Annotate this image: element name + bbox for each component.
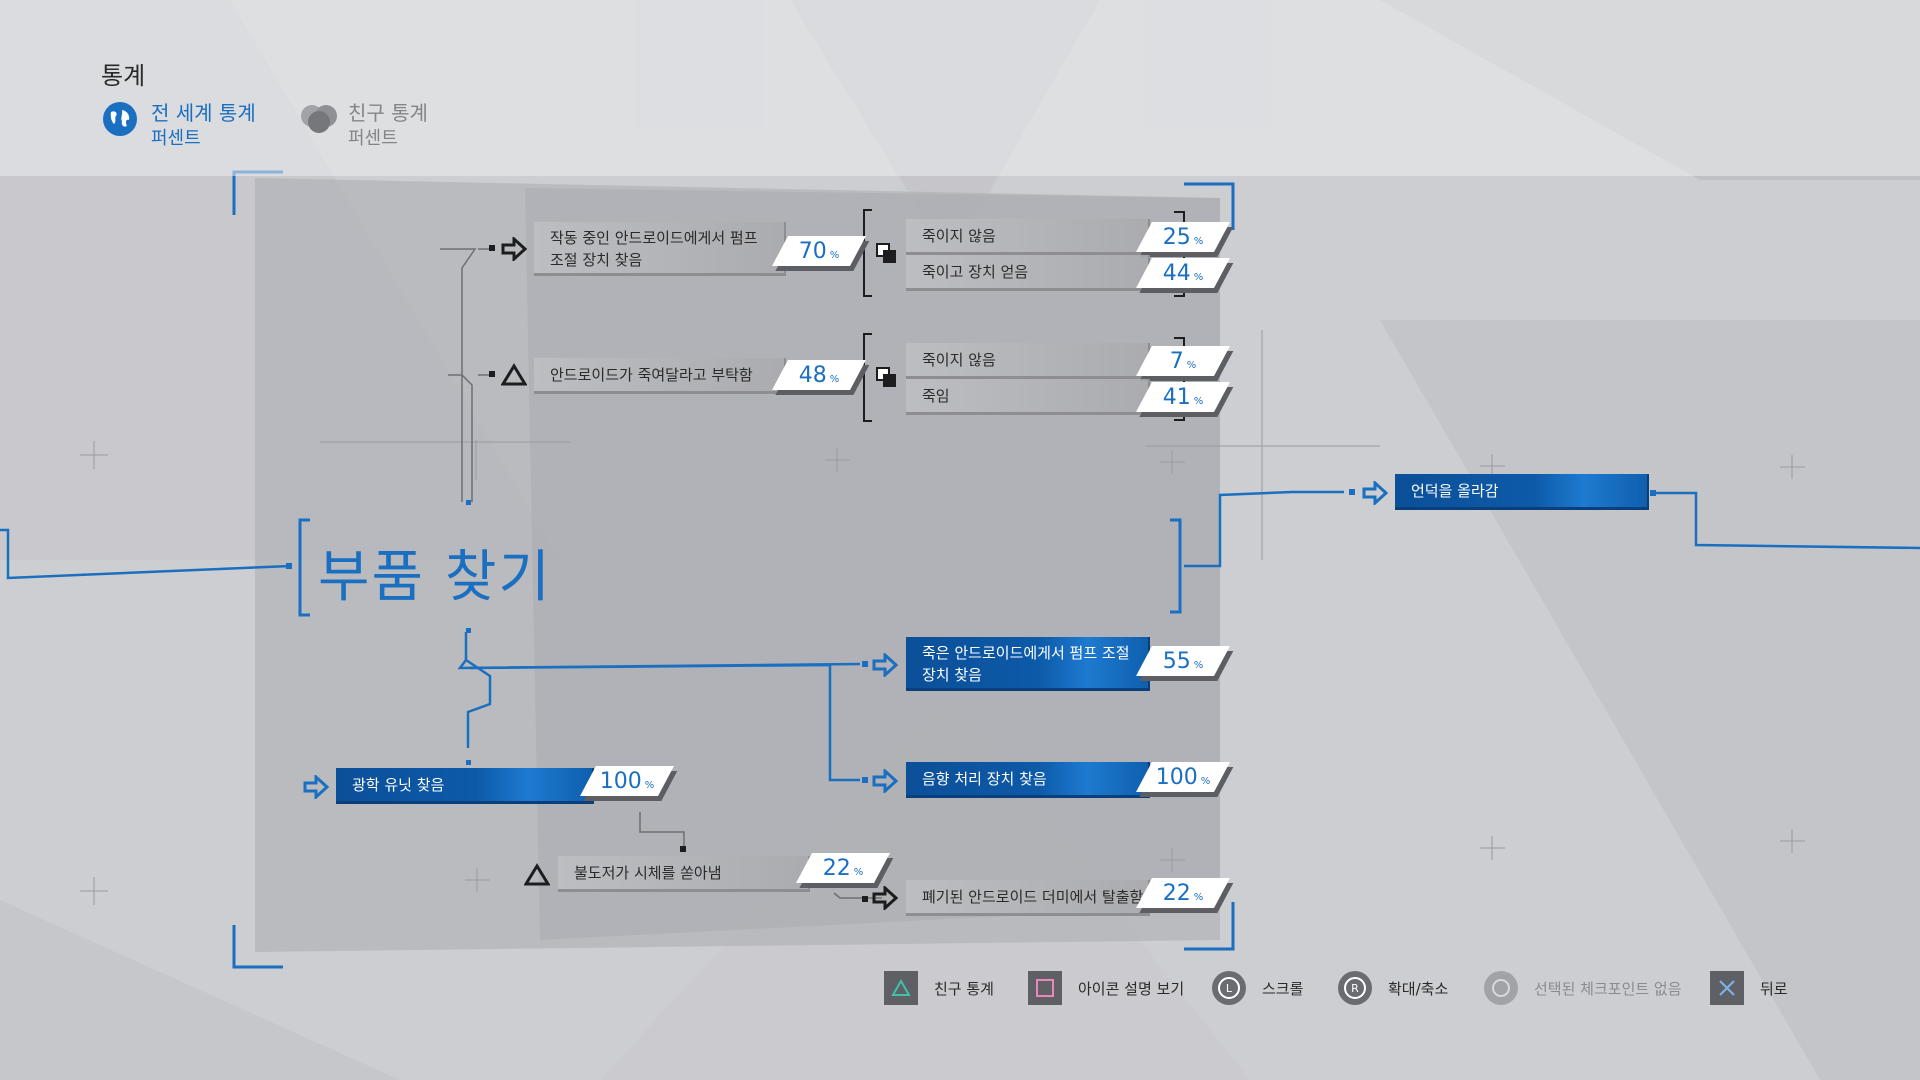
arrow-right-icon	[303, 775, 329, 799]
percent-badge: 100%	[588, 766, 666, 796]
node-pump-working[interactable]: 작동 중인 안드로이드에게서 펌프 조절 장치 찾음	[534, 222, 786, 276]
control-zoom-label: 확대/축소	[1388, 979, 1449, 998]
control-friend-stats-label: 친구 통계	[934, 979, 994, 998]
section-title: 부품 찾기	[318, 545, 552, 610]
triangle-icon	[501, 363, 527, 387]
node-pump-dead[interactable]: 죽은 안드로이드에게서 펌프 조절 장치 찾음	[906, 637, 1150, 691]
node-dont-kill-1[interactable]: 죽이지 않음	[906, 219, 1150, 255]
node-bulldozer[interactable]: 불도저가 시체를 쏟아냄	[558, 856, 810, 892]
percent-badge: 41%	[1144, 382, 1222, 412]
locked-choice-icon	[876, 243, 898, 265]
percent-badge: 55%	[1144, 646, 1222, 676]
globe-icon	[103, 102, 137, 136]
node-killed[interactable]: 죽임	[906, 379, 1150, 415]
arrow-right-icon	[872, 653, 898, 677]
arrow-right-icon	[872, 886, 898, 910]
left-stick-icon: L	[1212, 971, 1246, 1005]
right-stick-icon: R	[1338, 971, 1372, 1005]
square-button-icon	[1028, 971, 1062, 1005]
header-band	[0, 0, 1920, 176]
node-kill-get-part[interactable]: 죽이고 장치 얻음	[906, 255, 1150, 291]
triangle-icon	[524, 863, 550, 887]
locked-choice-icon	[876, 367, 898, 389]
cross-button-icon	[1710, 971, 1744, 1005]
control-scroll[interactable]: L 스크롤	[1212, 968, 1303, 1008]
control-zoom[interactable]: R 확대/축소	[1338, 968, 1448, 1008]
triangle-button-icon	[884, 971, 918, 1005]
tab-global-stats-sub: 퍼센트	[151, 128, 201, 149]
arrow-right-icon	[872, 769, 898, 793]
percent-badge: 100%	[1144, 762, 1222, 792]
percent-badge: 44%	[1144, 258, 1222, 288]
node-dont-kill-2[interactable]: 죽이지 않음	[906, 343, 1150, 379]
control-back-label: 뒤로	[1760, 979, 1788, 998]
node-climb-hill[interactable]: 언덕을 올라감	[1395, 474, 1649, 510]
percent-badge: 70%	[780, 236, 858, 266]
node-android-begs[interactable]: 안드로이드가 죽여달라고 부탁함	[534, 358, 786, 394]
control-icon-help-label: 아이콘 설명 보기	[1078, 979, 1185, 998]
circle-button-icon	[1484, 971, 1518, 1005]
percent-badge: 48%	[780, 360, 858, 390]
arrow-right-icon	[1362, 481, 1388, 505]
tab-friend-stats-sub: 퍼센트	[348, 128, 398, 149]
node-escape-dummy[interactable]: 폐기된 안드로이드 더미에서 탈출함	[906, 880, 1150, 916]
arrow-right-icon	[501, 237, 527, 261]
svg-text:R: R	[1351, 982, 1359, 995]
control-checkpoint-label: 선택된 체크포인트 없음	[1534, 979, 1682, 998]
node-audio-unit[interactable]: 음향 처리 장치 찾음	[906, 762, 1150, 798]
percent-badge: 25%	[1144, 222, 1222, 252]
control-checkpoint: 선택된 체크포인트 없음	[1484, 968, 1682, 1008]
control-back[interactable]: 뒤로	[1710, 968, 1788, 1008]
page-title: 통계	[101, 62, 146, 90]
control-scroll-label: 스크롤	[1262, 979, 1304, 998]
percent-badge: 22%	[1144, 878, 1222, 908]
tab-global-stats[interactable]: 전 세계 통계 퍼센트	[103, 100, 256, 160]
control-friend-stats[interactable]: 친구 통계	[884, 968, 994, 1008]
percent-badge: 22%	[804, 853, 882, 883]
control-icon-help[interactable]: 아이콘 설명 보기	[1028, 968, 1184, 1008]
tab-friend-stats-label: 친구 통계	[348, 101, 428, 125]
tab-friend-stats[interactable]: 친구 통계 퍼센트	[300, 100, 428, 160]
tab-global-stats-label: 전 세계 통계	[151, 101, 256, 125]
friends-icon	[300, 102, 337, 136]
node-optical-unit[interactable]: 광학 유닛 찾음	[336, 768, 594, 804]
svg-text:L: L	[1226, 982, 1233, 995]
percent-badge: 7%	[1144, 346, 1222, 376]
